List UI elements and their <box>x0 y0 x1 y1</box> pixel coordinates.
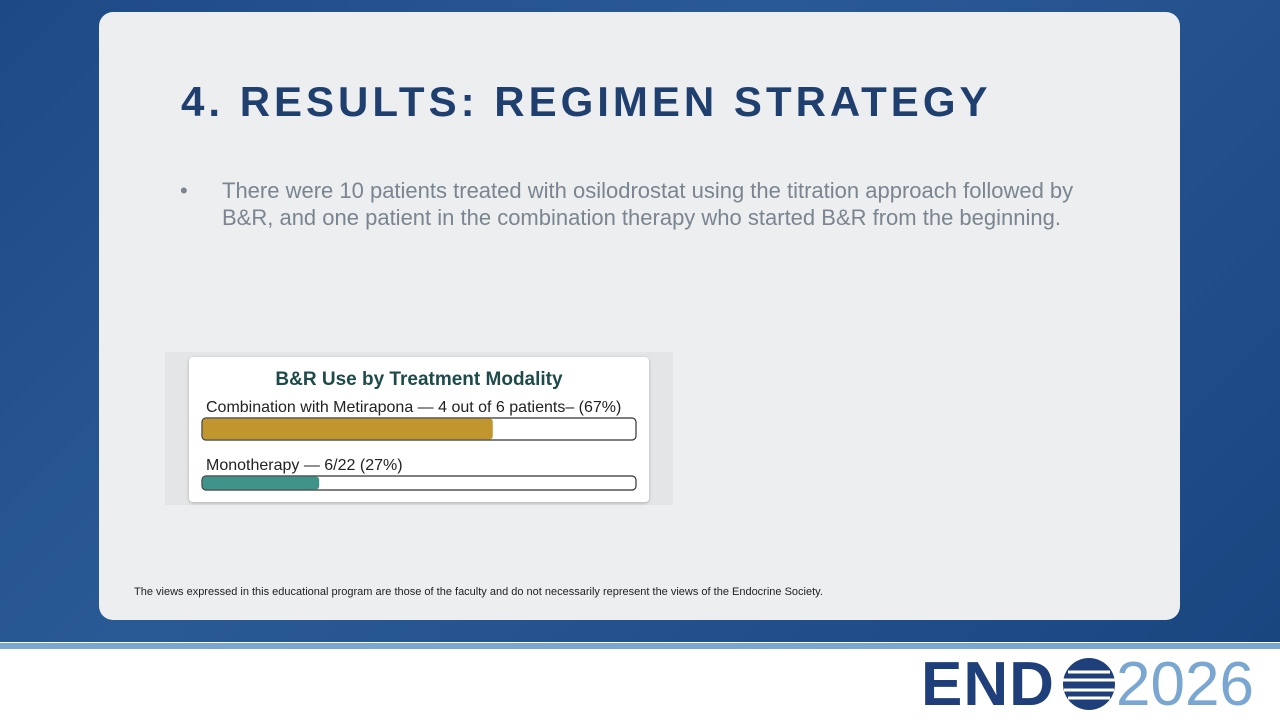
logo-globe-lines <box>1063 670 1115 700</box>
slide-title: 4. RESULTS: REGIMEN STRATEGY <box>181 78 992 125</box>
logo-end: END <box>921 650 1055 719</box>
bar <box>202 418 493 440</box>
logo-year: 2026 <box>1116 650 1254 719</box>
chart-title: B&R Use by Treatment Modality <box>275 369 563 390</box>
slide-card <box>99 12 1180 620</box>
disclaimer: The views expressed in this educational … <box>134 586 823 598</box>
bar-label: Monotherapy — 6/22 (27%) <box>206 457 403 474</box>
bar-label: Combination with Metirapona — 4 out of 6… <box>206 399 621 416</box>
stripe <box>0 643 1280 649</box>
bar <box>202 476 320 490</box>
logo-globe <box>1063 658 1115 710</box>
bullet-marker: • <box>180 178 188 203</box>
bullet-text: There were 10 patients treated with osil… <box>222 178 1074 230</box>
